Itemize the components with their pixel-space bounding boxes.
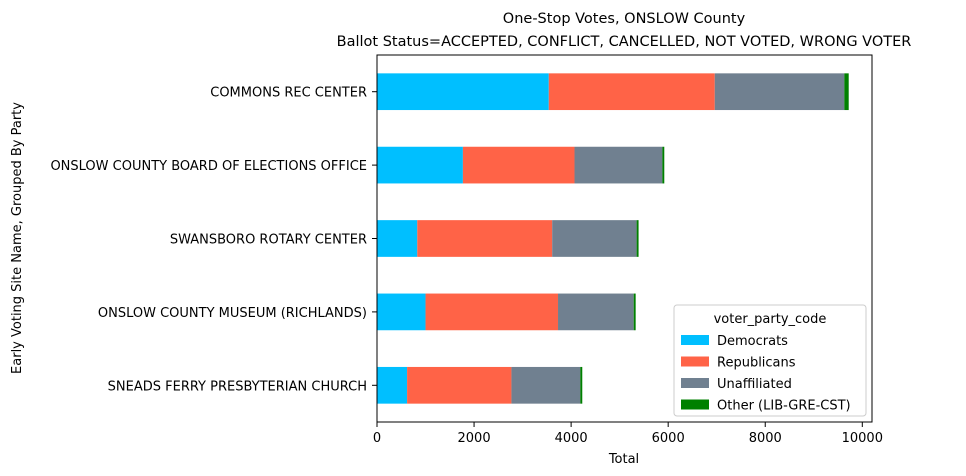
bar-other-lib-gre-cst-2 bbox=[636, 220, 639, 257]
legend-label: Republicans bbox=[717, 356, 796, 371]
y-tick-label: COMMONS REC CENTER bbox=[210, 86, 367, 101]
y-tick-label: ONSLOW COUNTY BOARD OF ELECTIONS OFFICE bbox=[50, 159, 367, 174]
bar-democrats-3 bbox=[377, 146, 463, 184]
bar-other-lib-gre-cst-3 bbox=[662, 146, 665, 184]
bar-republicans-3 bbox=[462, 146, 575, 184]
legend-swatch bbox=[681, 356, 709, 367]
x-tick-label: 4000 bbox=[555, 431, 588, 446]
legend-label: Democrats bbox=[717, 334, 788, 349]
x-axis-label: Total bbox=[608, 452, 639, 467]
bar-other-lib-gre-cst-4 bbox=[844, 73, 849, 111]
legend: voter_party_code Democrats Republicans Unaf… bbox=[673, 304, 867, 417]
bar-democrats-1 bbox=[377, 293, 426, 331]
legend-swatch bbox=[681, 335, 709, 345]
chart-title: One-Stop Votes, ONSLOW County bbox=[503, 11, 746, 27]
bar-republicans-4 bbox=[548, 73, 715, 111]
x-tick-label: 8000 bbox=[749, 431, 782, 446]
y-tick-label: ONSLOW COUNTY MUSEUM (RICHLANDS) bbox=[98, 306, 367, 321]
y-axis-label: Early Voting Site Name, Grouped By Party bbox=[10, 102, 25, 374]
bar-unaffiliated-1 bbox=[558, 293, 634, 331]
bar-other-lib-gre-cst-1 bbox=[633, 293, 636, 331]
bar-unaffiliated-2 bbox=[552, 220, 637, 257]
bar-republicans-1 bbox=[425, 293, 559, 331]
bar-republicans-2 bbox=[417, 220, 553, 257]
bar-other-lib-gre-cst-0 bbox=[580, 366, 583, 404]
x-axis: 0 2000 4000 6000 8000 10000 bbox=[373, 422, 883, 446]
bar-unaffiliated-3 bbox=[574, 146, 663, 184]
legend-label: Other (LIB-GRE-CST) bbox=[717, 399, 851, 414]
x-tick-label: 2000 bbox=[458, 431, 491, 446]
bar-democrats-2 bbox=[377, 220, 418, 257]
x-tick-label: 10000 bbox=[842, 431, 883, 446]
bar-democrats-0 bbox=[377, 366, 408, 404]
bar-unaffiliated-4 bbox=[714, 73, 845, 111]
bar-democrats-4 bbox=[377, 73, 549, 111]
legend-swatch bbox=[681, 378, 709, 388]
legend-title: voter_party_code bbox=[714, 312, 827, 327]
legend-swatch bbox=[681, 399, 709, 410]
y-tick-label: SNEADS FERRY PRESBYTERIAN CHURCH bbox=[108, 379, 367, 394]
y-axis: SNEADS FERRY PRESBYTERIAN CHURCH ONSLOW C… bbox=[50, 86, 377, 394]
x-tick-label: 0 bbox=[373, 431, 381, 446]
bars bbox=[377, 73, 849, 404]
y-tick-label: SWANSBORO ROTARY CENTER bbox=[170, 233, 367, 248]
x-tick-label: 6000 bbox=[652, 431, 685, 446]
legend-box bbox=[673, 304, 867, 417]
bar-unaffiliated-0 bbox=[511, 366, 581, 404]
legend-label: Unaffiliated bbox=[717, 377, 792, 392]
bar-republicans-0 bbox=[407, 366, 512, 404]
chart-subtitle: Ballot Status=ACCEPTED, CONFLICT, CANCEL… bbox=[337, 34, 912, 50]
